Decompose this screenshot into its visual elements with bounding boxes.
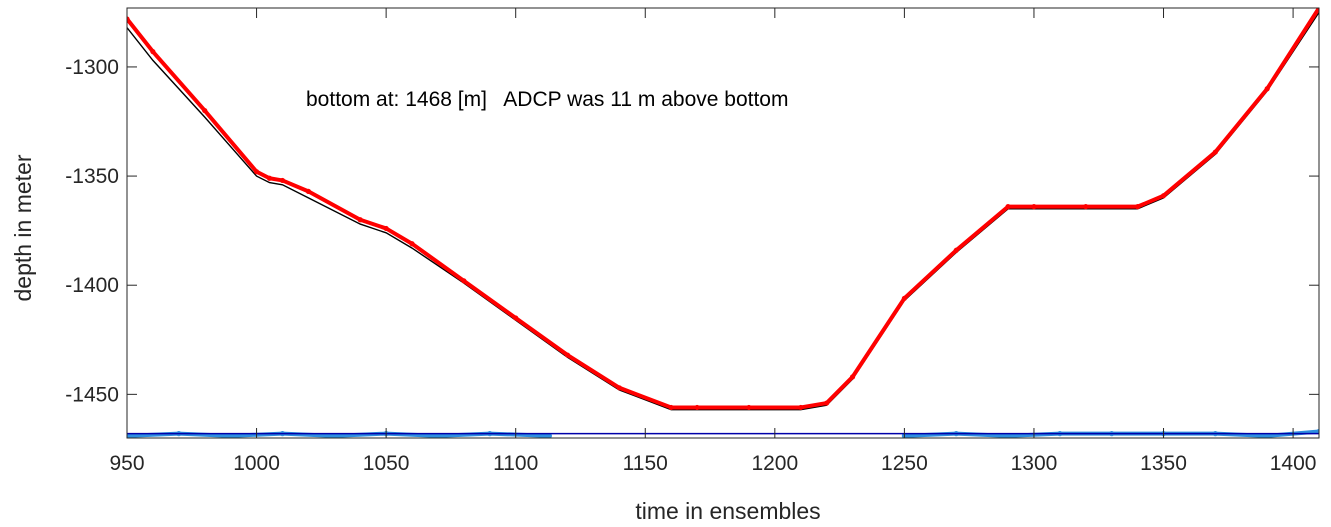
data-point [409,241,414,246]
y-tick-label: -1350 [65,165,119,188]
data-point [694,405,699,410]
x-tick-label: 1300 [1011,452,1058,475]
data-point [461,278,466,283]
x-axis-label: time in ensembles [635,498,820,524]
axes-frame [127,8,1319,438]
series-dots-2 [124,431,552,438]
data-point [280,178,285,183]
data-point [513,315,518,320]
data-point [850,374,855,379]
data-point [1161,193,1166,198]
data-point [1031,204,1036,209]
y-tick-label: -1400 [65,274,119,297]
x-tick-label: 1100 [493,452,538,475]
x-tick-label: 1150 [623,452,668,475]
annotation-text: bottom at: 1468 [m] ADCP was 11 m above … [306,88,788,111]
x-tick-label: 1350 [1140,452,1187,475]
x-tick-label: 1250 [881,452,928,475]
x-tick-label: 950 [109,452,144,475]
plot-frame [127,8,1319,438]
data-point [824,400,829,405]
y-axis-label: depth in meter [10,154,36,301]
x-tick-label: 1400 [1270,452,1317,475]
y-tick-label: -1450 [65,383,119,406]
data-point [1005,204,1010,209]
data-point [202,108,207,113]
data-point [306,189,311,194]
data-point [254,169,259,174]
x-tick-label: 1050 [363,452,410,475]
x-tick-label: 1000 [233,452,280,475]
series-layer [124,5,1321,438]
data-point [954,248,959,253]
x-tick-label: 1200 [751,452,798,475]
series-dots-1 [124,5,1321,410]
data-point [1135,204,1140,209]
data-point [617,385,622,390]
data-point [565,352,570,357]
data-point [669,405,674,410]
data-point [358,217,363,222]
data-point [746,405,751,410]
x-ticks: 950 1000 1050 1100 1150 1200 1250 1300 1350 1400 [109,8,1316,475]
data-point [798,405,803,410]
data-point [1083,204,1088,209]
data-point [1213,149,1218,154]
data-point [150,49,155,54]
data-point [1265,86,1270,91]
y-tick-label: -1300 [65,56,119,79]
data-point [902,296,907,301]
data-point [267,176,272,181]
data-point [384,226,389,231]
series-line-0 [127,12,1319,409]
